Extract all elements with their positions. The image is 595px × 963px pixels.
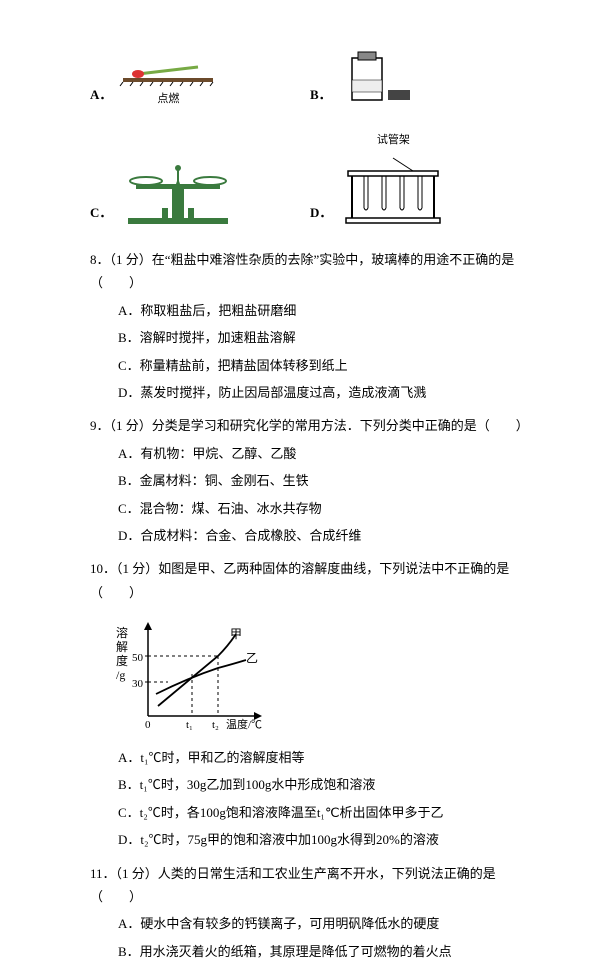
q11-options: A．硬水中含有较多的钙镁离子，可用明矾降低水的硬度 B．用水浇灭着火的纸箱，其原… xyxy=(90,912,535,963)
q10-option-c: C．t₂℃时，各100g饱和溶液降温至t₁℃析出固体甲多于乙 xyxy=(118,801,535,824)
tube-rack-icon xyxy=(338,153,448,228)
question-8: 8．（1 分）在“粗盐中难溶性杂质的去除”实验中，玻璃棒的用途不正确的是（ ） … xyxy=(90,248,535,404)
q8-option-d: D．蒸发时搅拌，防止因局部温度过高，造成液滴飞溅 xyxy=(118,381,535,404)
chart-ylabel-top: 溶 xyxy=(116,626,128,640)
q11-option-a: A．硬水中含有较多的钙镁离子，可用明矾降低水的硬度 xyxy=(118,912,535,935)
q9-option-a: A．有机物：甲烷、乙醇、乙酸 xyxy=(118,442,535,465)
fig-d-svg-wrap: 试管架 xyxy=(338,129,448,228)
q8-options: A．称取粗盐后，把粗盐研磨细 B．溶解时搅拌，加速粗盐溶解 C．称量精盐前，把精… xyxy=(90,299,535,405)
chart-xtick-0: 0 xyxy=(145,716,151,736)
chart-ylabel-mid: 解 xyxy=(116,640,128,654)
chart-yunit: /g xyxy=(116,668,125,682)
chart-label-yi: 乙 xyxy=(246,648,258,670)
chart-xtick-t1: t₁ xyxy=(186,716,193,736)
q9-options: A．有机物：甲烷、乙醇、乙酸 B．金属材料：铜、金刚石、生铁 C．混合物：煤、石… xyxy=(90,442,535,548)
balance-icon xyxy=(118,148,238,228)
figure-row-cd: C． D． 试管架 xyxy=(90,128,535,228)
figure-b: B． xyxy=(310,50,418,110)
fig-d-caption: 试管架 xyxy=(338,131,448,151)
fig-b-label: B． xyxy=(310,83,332,106)
chart-ylabel: 溶 解 度 /g xyxy=(116,626,130,682)
question-10: 10．（1 分）如图是甲、乙两种固体的溶解度曲线，下列说法中不正确的是（ ） xyxy=(90,557,535,851)
chart-ytick-50: 50 xyxy=(132,649,143,669)
q8-option-a: A．称取粗盐后，把粗盐研磨细 xyxy=(118,299,535,322)
fig-c-label: C． xyxy=(90,201,112,224)
bottle-icon xyxy=(338,50,418,110)
q10-option-d: D．t₂℃时，75g甲的饱和溶液中加100g水得到20%的溶液 xyxy=(118,828,535,851)
fig-d-label: D． xyxy=(310,201,332,224)
question-9: 9．（1 分）分类是学习和研究化学的常用方法．下列分类中正确的是（ ） A．有机… xyxy=(90,414,535,547)
q9-option-d: D．合成材料：合金、合成橡胶、合成纤维 xyxy=(118,524,535,547)
chart-xtick-t2: t₂ xyxy=(212,716,219,736)
fig-a-caption: 点燃 xyxy=(118,90,218,110)
figure-d: D． 试管架 xyxy=(310,129,448,228)
q10-option-a: A．t₁℃时，甲和乙的溶解度相等 xyxy=(118,746,535,769)
q11-option-b: B．用水浇灭着火的纸箱，其原理是降低了可燃物的着火点 xyxy=(118,940,535,963)
q8-stem: 8．（1 分）在“粗盐中难溶性杂质的去除”实验中，玻璃棒的用途不正确的是（ ） xyxy=(90,248,535,295)
q9-option-c: C．混合物：煤、石油、冰水共存物 xyxy=(118,497,535,520)
chart-xlabel: 温度/℃ xyxy=(226,716,262,736)
match-icon xyxy=(118,48,218,88)
chart-ylabel-bot: 度 xyxy=(116,654,128,668)
figure-row-ab: A． 点燃 B． xyxy=(90,40,535,110)
q8-option-b: B．溶解时搅拌，加速粗盐溶解 xyxy=(118,326,535,349)
solubility-chart: 溶 解 度 /g 50 30 0 t₁ t₂ 温度/℃ 甲 乙 xyxy=(118,616,535,736)
q10-stem: 10．（1 分）如图是甲、乙两种固体的溶解度曲线，下列说法中不正确的是（ ） xyxy=(90,557,535,604)
q8-option-c: C．称量精盐前，把精盐固体转移到纸上 xyxy=(118,354,535,377)
q10-options: A．t₁℃时，甲和乙的溶解度相等 B．t₁℃时，30g乙加到100g水中形成饱和… xyxy=(90,746,535,852)
figure-a: A． 点燃 xyxy=(90,48,310,110)
fig-a-svg-wrap: 点燃 xyxy=(118,48,218,110)
q9-stem: 9．（1 分）分类是学习和研究化学的常用方法．下列分类中正确的是（ ） xyxy=(90,414,535,437)
figure-c: C． xyxy=(90,148,310,228)
question-11: 11．（1 分）人类的日常生活和工农业生产离不开水，下列说法正确的是（ ） A．… xyxy=(90,862,535,963)
q11-stem: 11．（1 分）人类的日常生活和工农业生产离不开水，下列说法正确的是（ ） xyxy=(90,862,535,909)
chart-ytick-30: 30 xyxy=(132,675,143,695)
chart-label-jia: 甲 xyxy=(230,624,242,646)
q9-option-b: B．金属材料：铜、金刚石、生铁 xyxy=(118,469,535,492)
fig-a-label: A． xyxy=(90,83,112,106)
q10-option-b: B．t₁℃时，30g乙加到100g水中形成饱和溶液 xyxy=(118,773,535,796)
